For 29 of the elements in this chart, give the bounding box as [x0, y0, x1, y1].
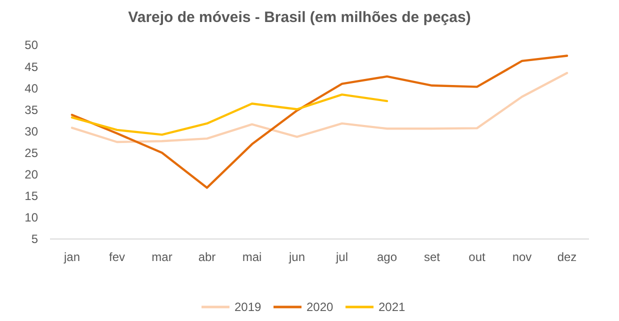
x-tick-label: jan — [62, 250, 80, 264]
x-tick-label: jun — [288, 250, 306, 264]
x-tick-label: fev — [108, 250, 126, 264]
legend-label: 2019 — [234, 300, 262, 314]
x-tick-label: nov — [512, 250, 532, 264]
y-tick-label: 45 — [24, 60, 38, 74]
x-tick-label: dez — [557, 250, 577, 264]
y-tick-label: 20 — [24, 168, 38, 182]
y-tick-label: 35 — [24, 102, 38, 117]
x-tick-label: set — [424, 250, 441, 264]
y-tick-label: 5 — [31, 232, 38, 246]
x-tick-label: mai — [242, 250, 262, 264]
chart-title: Varejo de móveis - Brasil (em milhões de peças) — [128, 9, 471, 26]
line-series — [70, 93, 388, 136]
x-tick-label: out — [468, 250, 486, 264]
y-tick-label: 10 — [24, 210, 38, 225]
x-tick-label: jul — [334, 250, 348, 264]
line-series — [70, 72, 568, 144]
y-tick-label: 40 — [24, 81, 38, 96]
x-tick-label: mar — [152, 250, 172, 264]
legend-label: 2021 — [378, 300, 406, 314]
y-tick-label: 25 — [24, 146, 38, 160]
x-tick-label: ago — [376, 250, 398, 264]
x-tick-label: abr — [198, 250, 216, 264]
legend-label: 2020 — [306, 300, 334, 314]
y-tick-label: 15 — [24, 189, 38, 204]
y-tick-label: 30 — [24, 124, 38, 138]
y-tick-label: 50 — [24, 38, 38, 52]
line-series — [70, 54, 568, 189]
